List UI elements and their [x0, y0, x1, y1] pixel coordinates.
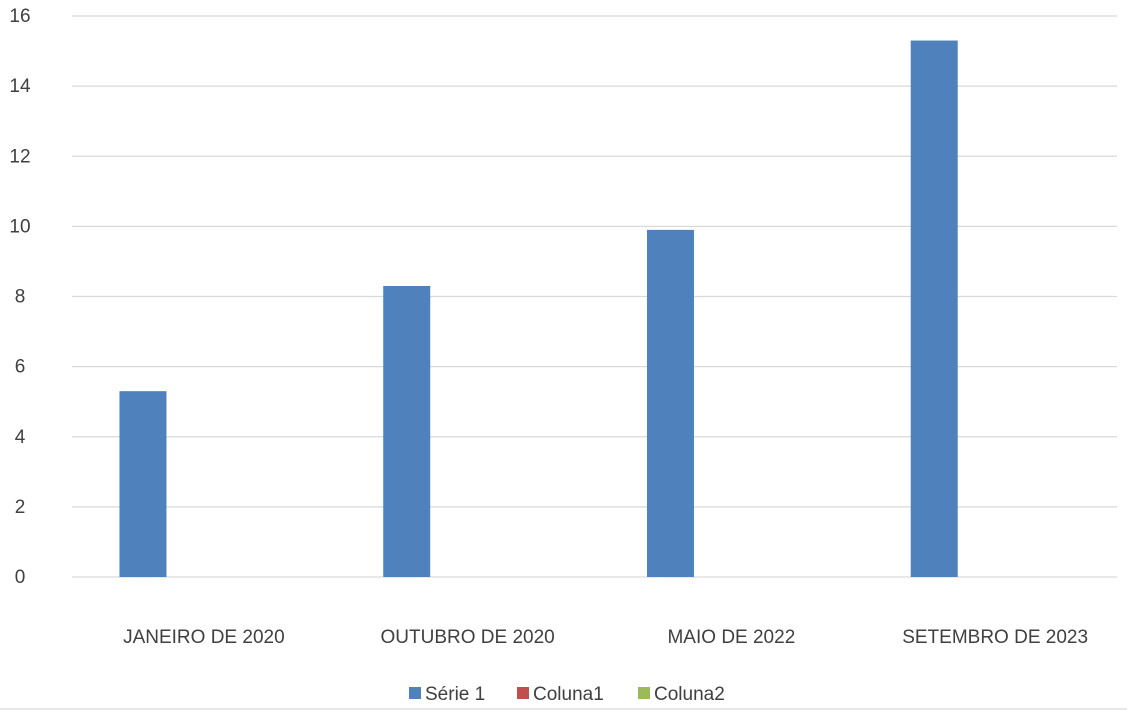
legend-label: Coluna1: [533, 684, 604, 705]
y-tick-label: 0: [15, 567, 26, 588]
y-tick-label: 2: [15, 497, 26, 518]
y-tick-label: 16: [9, 6, 30, 27]
x-axis-category-labels: JANEIRO DE 2020 OUTUBRO DE 2020 MAIO DE 20…: [123, 627, 1088, 648]
y-tick-label: 12: [9, 146, 30, 167]
gridlines: [72, 15, 1117, 578]
bar-2: [383, 285, 431, 577]
x-category-label: JANEIRO DE 2020: [123, 627, 285, 648]
y-tick-label: 14: [9, 76, 31, 97]
x-category-label: OUTUBRO DE 2020: [381, 627, 555, 648]
y-tick-label: 6: [15, 357, 26, 378]
y-axis-tick-labels: 0 2 4 6 8 10 12 14 16: [9, 6, 31, 588]
legend-swatch-1: [409, 687, 421, 699]
legend-label: Série 1: [425, 684, 485, 705]
y-tick-label: 4: [15, 427, 26, 448]
bar-4: [910, 40, 958, 577]
bar-1: [119, 391, 167, 577]
bars: [119, 40, 958, 577]
legend-swatch-2: [517, 687, 529, 699]
y-tick-label: 10: [9, 216, 30, 237]
legend-swatch-3: [638, 687, 650, 699]
bar-3: [646, 229, 694, 577]
legend-label: Coluna2: [654, 684, 725, 705]
y-tick-label: 8: [15, 287, 26, 308]
x-category-label: MAIO DE 2022: [667, 627, 795, 648]
legend: Série 1 Coluna1 Coluna2: [409, 684, 725, 705]
x-category-label: SETEMBRO DE 2023: [902, 627, 1088, 648]
